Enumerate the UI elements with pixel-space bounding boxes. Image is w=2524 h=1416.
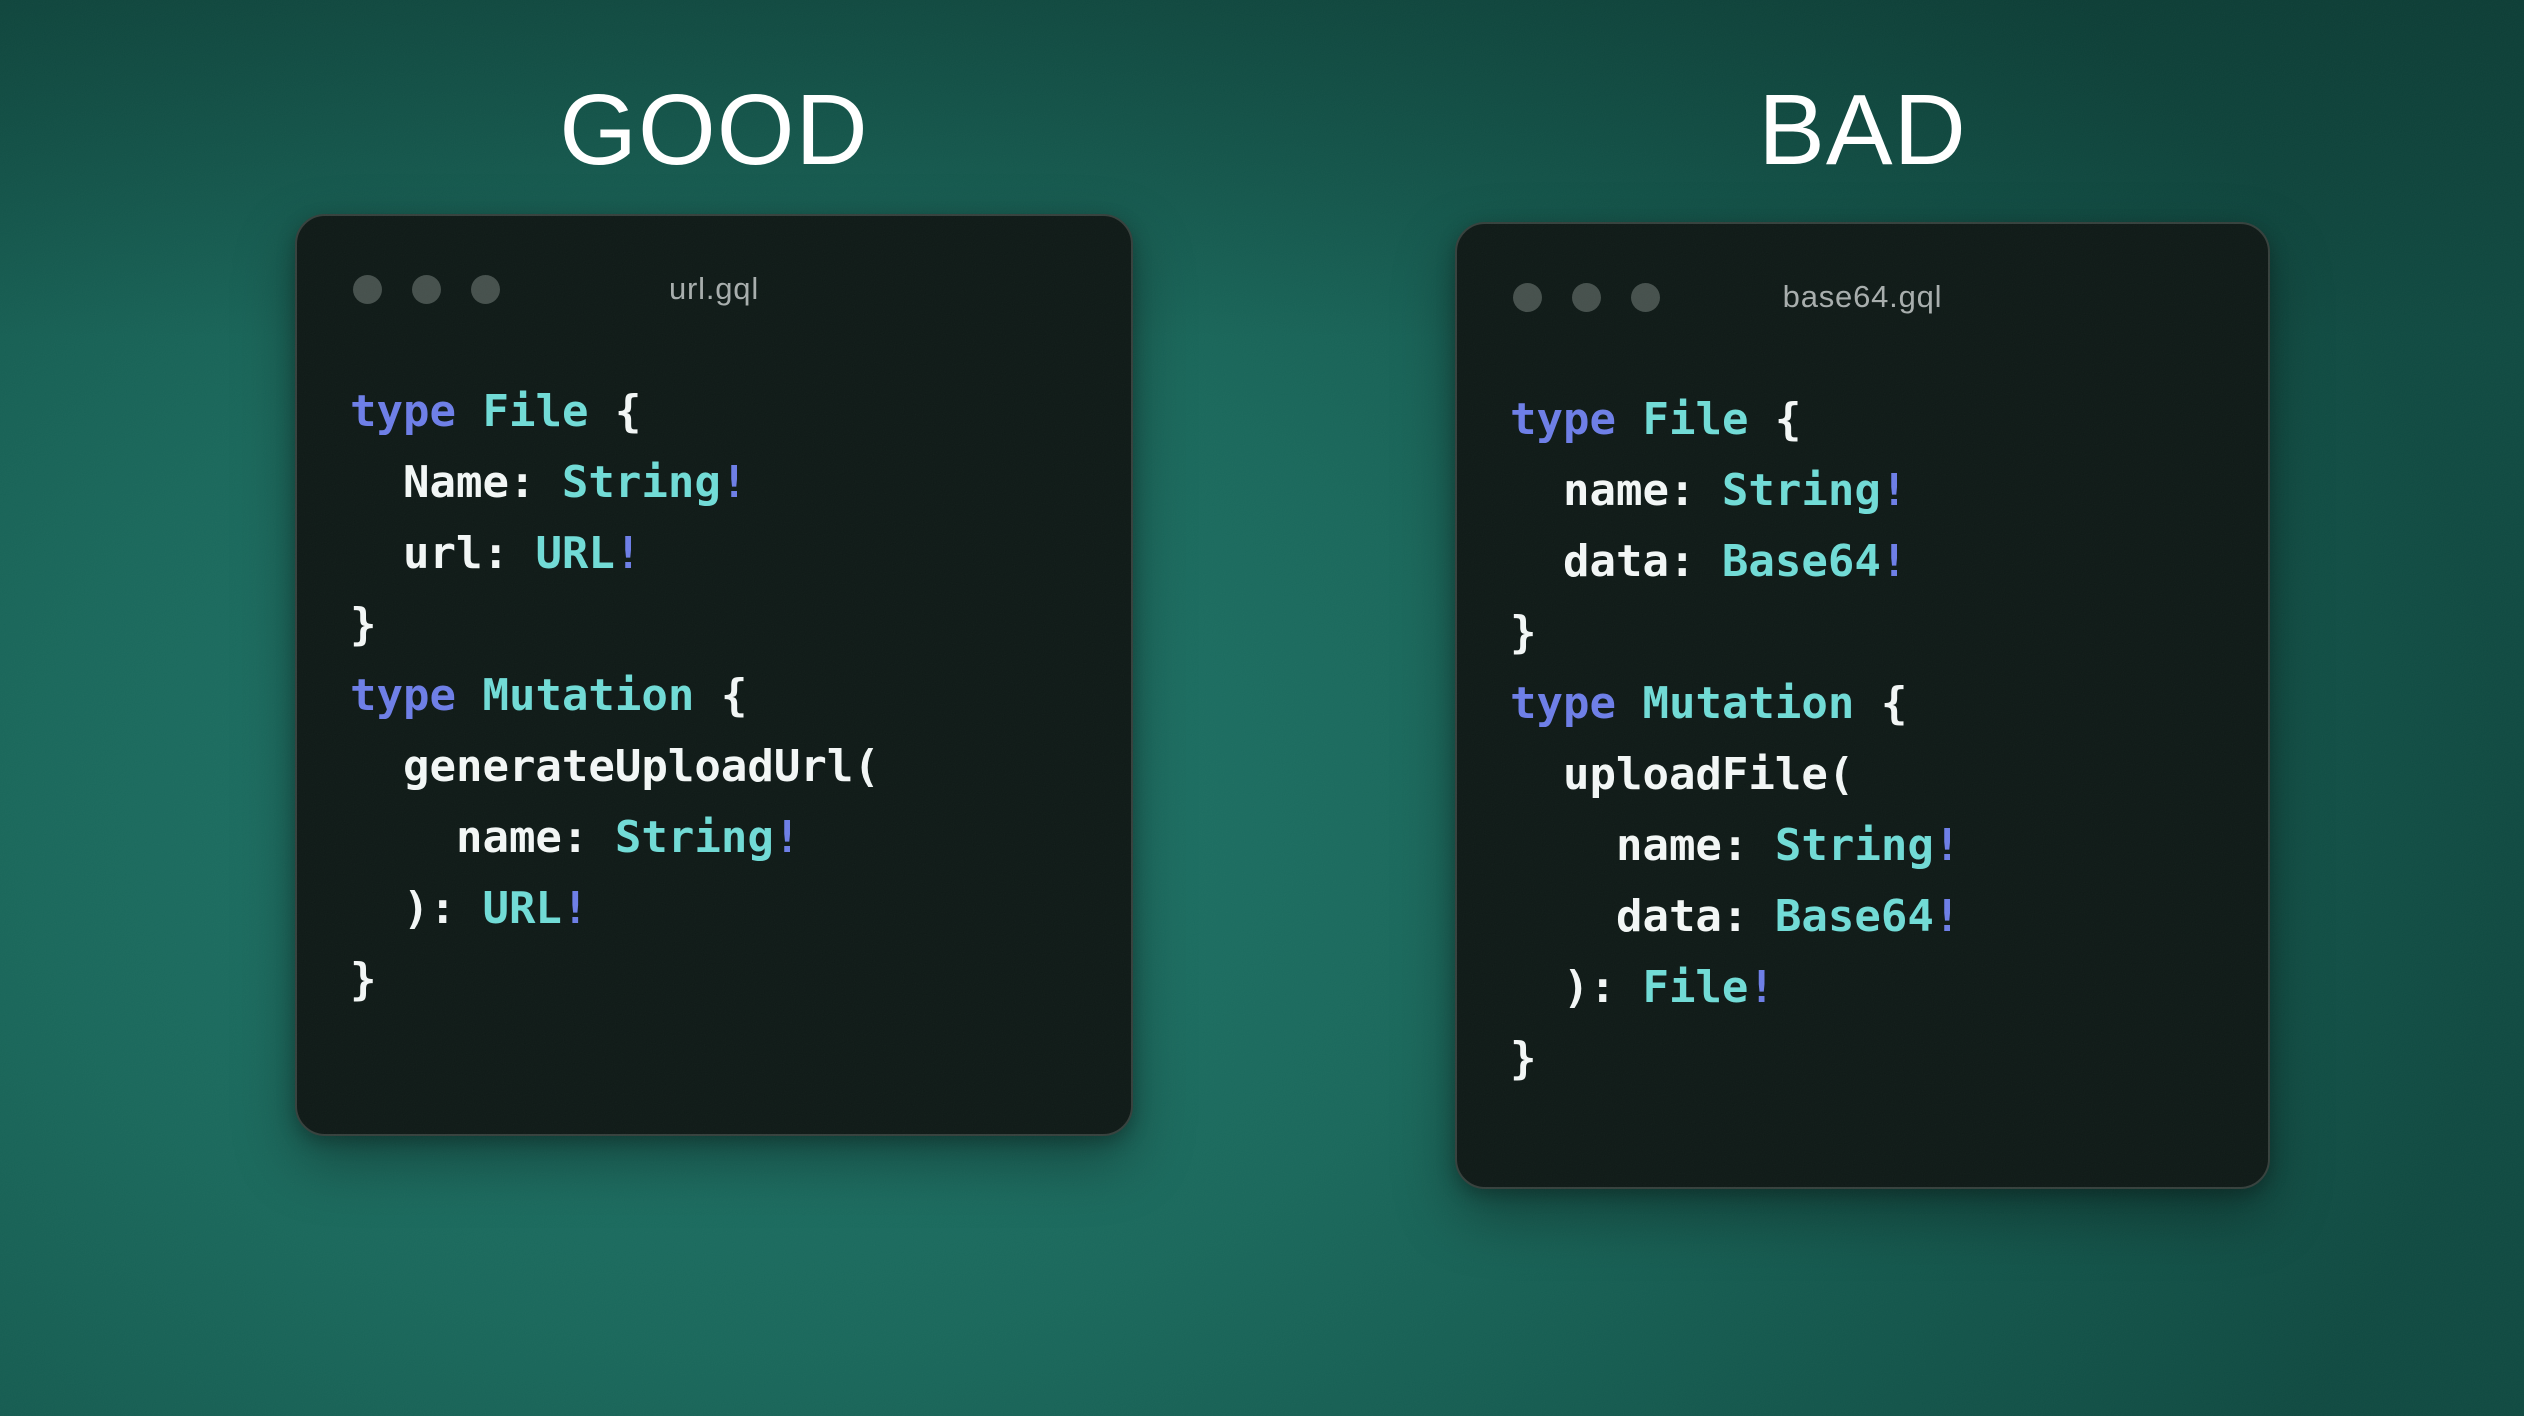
code-window-good: url.gql type File { Name: String! url: U… (295, 214, 1133, 1136)
code-token-type: Mutation (1642, 678, 1855, 729)
code-token-type: File (1642, 962, 1749, 1013)
code-token-bang: ! (1880, 536, 1908, 587)
bad-heading: BAD (1758, 74, 1967, 186)
code-line: } (350, 589, 1101, 660)
code-token-type: String (1774, 820, 1934, 871)
good-heading: GOOD (559, 74, 869, 186)
window-titlebar: base64.gql (1457, 224, 2268, 374)
code-line: name: String! (1510, 810, 2238, 881)
code-token-bang: ! (1748, 962, 1775, 1013)
code-token-bang: ! (1933, 891, 1961, 942)
code-token-type: File (482, 386, 589, 437)
code-line: type File { (1510, 384, 2238, 455)
code-line: ): File! (1510, 952, 2238, 1023)
code-token-plain: } (350, 954, 377, 1005)
code-token-plain: name: (1510, 465, 1722, 516)
code-token-plain (1616, 394, 1643, 445)
code-token-plain: url: (350, 528, 536, 579)
code-token-type: File (1642, 394, 1749, 445)
code-line: type Mutation { (1510, 668, 2238, 739)
code-token-type: URL (535, 528, 615, 579)
code-token-type: Base64 (1721, 536, 1881, 587)
code-token-plain: name: (350, 812, 615, 863)
code-token-plain: } (1510, 607, 1537, 658)
code-line: type File { (350, 376, 1101, 447)
code-token-plain: { (588, 386, 642, 437)
code-token-plain: data: (1510, 891, 1775, 942)
code-token-plain: { (1854, 678, 1908, 729)
code-token-kw: type (1510, 394, 1616, 445)
code-line: uploadFile( (1510, 739, 2238, 810)
code-editor: type File { name: String! data: Base64!}… (1457, 374, 2268, 1094)
code-line: name: String! (350, 802, 1101, 873)
code-token-plain: { (1748, 394, 1802, 445)
code-line: Name: String! (350, 447, 1101, 518)
code-token-type: String (614, 812, 774, 863)
code-line: name: String! (1510, 455, 2238, 526)
code-token-plain: uploadFile( (1510, 749, 1855, 800)
code-token-plain: { (694, 670, 748, 721)
code-token-plain (1616, 678, 1643, 729)
code-token-plain (456, 386, 483, 437)
code-token-plain: } (1510, 1033, 1537, 1084)
code-token-plain: generateUploadUrl( (350, 741, 880, 792)
code-token-kw: type (350, 670, 456, 721)
code-token-bang: ! (1933, 820, 1961, 871)
code-token-plain: ): (350, 883, 483, 934)
code-line: } (350, 944, 1101, 1015)
code-token-plain (456, 670, 483, 721)
code-line: url: URL! (350, 518, 1101, 589)
code-line: data: Base64! (1510, 881, 2238, 952)
code-token-type: String (1721, 465, 1881, 516)
code-editor: type File { Name: String! url: URL!} type… (297, 366, 1131, 1015)
code-token-plain: Name: (350, 457, 562, 508)
code-token-type: URL (482, 883, 562, 934)
code-token-bang: ! (614, 528, 642, 579)
code-line: generateUploadUrl( (350, 731, 1101, 802)
window-titlebar: url.gql (297, 216, 1131, 366)
code-line: } (1510, 597, 2238, 668)
code-token-bang: ! (1880, 465, 1908, 516)
code-token-plain: ): (1510, 962, 1643, 1013)
code-line: } (1510, 1023, 2238, 1094)
code-token-bang: ! (773, 812, 801, 863)
code-token-plain: data: (1510, 536, 1722, 587)
code-token-bang: ! (720, 457, 748, 508)
code-token-plain: } (350, 599, 377, 650)
window-title: base64.gql (1782, 279, 1943, 314)
code-token-bang: ! (561, 883, 589, 934)
code-token-type: Mutation (482, 670, 695, 721)
code-token-type: String (561, 457, 721, 508)
code-window-bad: base64.gql type File { name: String! dat… (1455, 222, 2270, 1189)
code-token-kw: type (350, 386, 456, 437)
code-token-type: Base64 (1774, 891, 1934, 942)
window-title: url.gql (668, 271, 760, 306)
code-token-kw: type (1510, 678, 1616, 729)
code-token-plain: name: (1510, 820, 1775, 871)
code-line: ): URL! (350, 873, 1101, 944)
code-line: data: Base64! (1510, 526, 2238, 597)
code-line: type Mutation { (350, 660, 1101, 731)
